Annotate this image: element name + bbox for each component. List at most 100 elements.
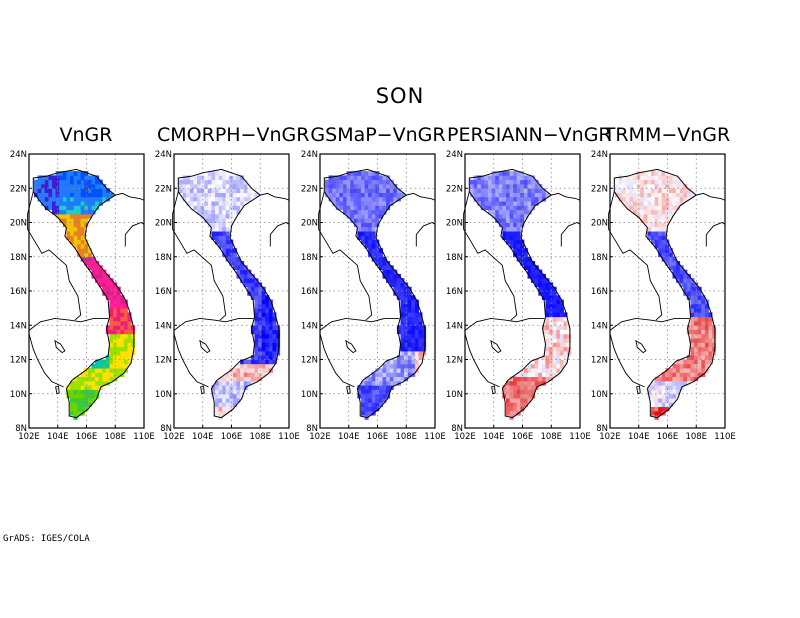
credit-text: GrADS: IGES/COLA <box>3 534 90 544</box>
map-panel: 102E 104E 106E 108E 110E 8N 10N 12N 14N 16N 18N 20N… <box>155 150 300 442</box>
y-tick-label: 20N <box>10 219 27 229</box>
x-tick-label: 108E <box>540 432 562 442</box>
y-tick-label: 12N <box>446 356 463 366</box>
y-tick-label: 10N <box>155 390 172 400</box>
boundary-line <box>260 192 290 201</box>
boundary-line <box>319 333 355 388</box>
boundary-line <box>464 333 500 388</box>
y-tick-label: 18N <box>155 253 172 263</box>
y-tick-label: 20N <box>591 219 608 229</box>
x-tick-label: 106E <box>512 432 534 442</box>
boundary-line <box>415 222 436 247</box>
x-tick-label: 108E <box>249 432 271 442</box>
y-tick-label: 22N <box>591 184 608 194</box>
shore-outline <box>491 385 496 395</box>
x-tick-label: 104E <box>192 432 214 442</box>
x-tick-label: 106E <box>221 432 243 442</box>
y-tick-label: 12N <box>155 356 172 366</box>
y-tick-label: 8N <box>15 424 27 434</box>
boundary-line <box>27 191 82 321</box>
y-tick-label: 12N <box>591 356 608 366</box>
x-tick-label: 102E <box>309 432 331 442</box>
y-tick-label: 14N <box>10 321 27 331</box>
y-tick-label: 16N <box>301 287 318 297</box>
x-tick-label: 104E <box>47 432 69 442</box>
shore-outline <box>636 385 641 395</box>
y-tick-label: 18N <box>10 253 27 263</box>
boundary-line <box>609 317 690 331</box>
vietnam-outline <box>32 168 135 419</box>
grid-cells <box>470 171 572 420</box>
boundary-line <box>464 317 545 331</box>
boundary-line <box>560 222 581 247</box>
shore-outline <box>200 385 205 395</box>
y-tick-label: 8N <box>306 424 318 434</box>
shore-outline <box>345 339 357 354</box>
shore-outline <box>199 339 211 354</box>
y-tick-label: 24N <box>446 150 463 160</box>
boundary-line <box>173 333 209 388</box>
panel-title-gsmap: GSMaP−VnGR <box>310 124 446 146</box>
y-tick-label: 20N <box>155 219 172 229</box>
y-tick-label: 18N <box>446 253 463 263</box>
boundary-line <box>115 192 145 201</box>
y-tick-label: 12N <box>301 356 318 366</box>
y-tick-label: 20N <box>446 219 463 229</box>
x-tick-label: 108E <box>104 432 126 442</box>
boundary-line <box>28 333 64 388</box>
x-tick-label: 102E <box>18 432 40 442</box>
x-tick-label: 106E <box>76 432 98 442</box>
x-tick-label: 110E <box>278 432 300 442</box>
boundary-line <box>172 191 227 321</box>
grid-cells <box>34 171 136 420</box>
x-tick-label: 110E <box>133 432 155 442</box>
y-tick-label: 16N <box>591 287 608 297</box>
y-tick-label: 14N <box>591 321 608 331</box>
y-tick-label: 8N <box>451 424 463 434</box>
y-tick-label: 16N <box>446 287 463 297</box>
x-tick-label: 108E <box>395 432 417 442</box>
shore-outline <box>346 385 351 395</box>
y-tick-label: 10N <box>591 390 608 400</box>
y-tick-label: 16N <box>10 287 27 297</box>
shore-outline <box>54 339 66 354</box>
x-tick-label: 110E <box>424 432 446 442</box>
boundary-line <box>696 192 726 201</box>
y-tick-label: 22N <box>446 184 463 194</box>
boundary-line <box>463 191 518 321</box>
vietnam-outline <box>613 168 716 419</box>
y-tick-label: 18N <box>301 253 318 263</box>
y-tick-label: 24N <box>155 150 172 160</box>
vietnam-outline <box>177 168 280 419</box>
y-tick-label: 22N <box>10 184 27 194</box>
boundary-line <box>28 317 109 331</box>
boundary-line <box>124 222 145 247</box>
shore-outline <box>55 385 60 395</box>
boundary-line <box>318 191 373 321</box>
panel-title-cmorph: CMORPH−VnGR <box>157 124 310 146</box>
boundary-line <box>269 222 290 247</box>
y-tick-label: 14N <box>155 321 172 331</box>
y-tick-label: 10N <box>301 390 318 400</box>
x-tick-label: 104E <box>628 432 650 442</box>
shore-outline <box>490 339 502 354</box>
boundary-line <box>551 192 581 201</box>
y-tick-label: 8N <box>160 424 172 434</box>
map-panel: 102E 104E 106E 108E 110E 8N 10N 12N 14N 16N 18N 20N… <box>301 150 446 442</box>
y-tick-label: 24N <box>301 150 318 160</box>
y-tick-label: 20N <box>301 219 318 229</box>
x-tick-label: 102E <box>163 432 185 442</box>
boundary-line <box>609 333 645 388</box>
x-tick-label: 106E <box>367 432 389 442</box>
boundary-line <box>608 191 663 321</box>
x-tick-label: 104E <box>483 432 505 442</box>
boundary-line <box>406 192 436 201</box>
y-tick-label: 12N <box>10 356 27 366</box>
vietnam-outline <box>323 168 426 419</box>
y-tick-label: 22N <box>155 184 172 194</box>
x-tick-label: 110E <box>714 432 736 442</box>
y-tick-label: 8N <box>596 424 608 434</box>
shore-outline <box>635 339 647 354</box>
